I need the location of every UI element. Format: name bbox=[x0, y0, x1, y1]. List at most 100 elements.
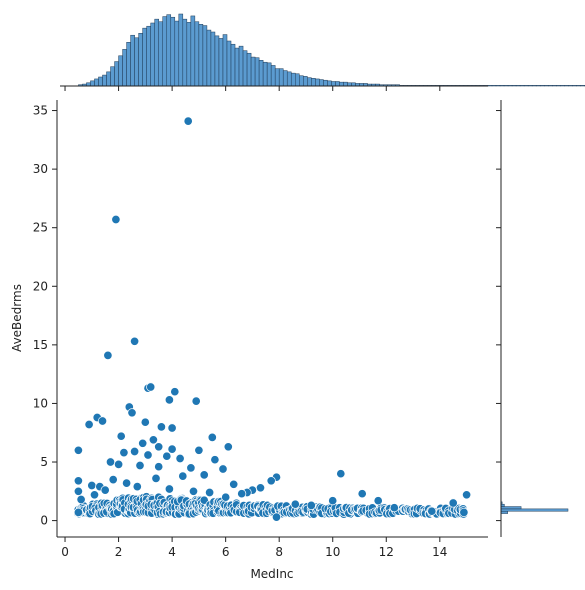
scatter-point bbox=[151, 473, 161, 483]
marginal-x-bar bbox=[331, 81, 336, 87]
marginal-y-bar bbox=[500, 508, 569, 512]
scatter-point bbox=[223, 442, 233, 452]
y-tick-label: 5 bbox=[40, 455, 48, 469]
marginal-x-bar bbox=[154, 18, 159, 87]
marginal-x-bar bbox=[206, 29, 212, 87]
y-tick-label: 0 bbox=[40, 514, 48, 528]
scatter-point bbox=[462, 490, 472, 500]
marginal-x-bar bbox=[568, 85, 573, 87]
marginal-x-bar bbox=[162, 16, 168, 87]
marginal-x-bar bbox=[531, 85, 537, 87]
marginal-x-bar bbox=[190, 15, 196, 87]
marginal-x-bar bbox=[572, 85, 577, 87]
marginal-x-bar bbox=[202, 25, 208, 87]
marginal-x-bar bbox=[560, 85, 565, 87]
marginal-x-bar bbox=[282, 70, 288, 87]
marginal-x-bar bbox=[122, 49, 127, 87]
scatter-point bbox=[164, 484, 174, 494]
scatter-point bbox=[97, 416, 108, 426]
scatter-point bbox=[229, 479, 239, 489]
marginal-x-bar bbox=[234, 47, 240, 87]
marginal-x-bar bbox=[519, 85, 525, 87]
marginal-y-ticks bbox=[496, 110, 501, 522]
marginal-x-bar bbox=[166, 14, 172, 87]
x-tick-label: 14 bbox=[432, 545, 447, 559]
marginal-x-bar bbox=[495, 85, 501, 87]
scatter-point bbox=[186, 463, 196, 473]
marginal-x-bar bbox=[178, 13, 184, 87]
marginal-x-bar bbox=[327, 80, 332, 87]
marginal-x-bar bbox=[134, 37, 139, 87]
marginal-x-bar bbox=[118, 55, 123, 87]
marginal-x-bar bbox=[339, 81, 344, 87]
marginal-x-bar bbox=[198, 24, 204, 87]
scatter-point bbox=[221, 492, 231, 502]
scatter-point bbox=[143, 450, 153, 460]
scatter-point bbox=[132, 482, 142, 492]
scatter-point bbox=[156, 422, 166, 432]
marginal-x-bar bbox=[182, 18, 188, 87]
marginal-x-bar bbox=[303, 76, 308, 87]
marginal-x-bar bbox=[556, 85, 561, 87]
marginal-x-bar bbox=[214, 35, 220, 87]
marginal-x-bar bbox=[130, 34, 135, 87]
marginal-x-bar bbox=[543, 85, 549, 87]
x-tick-label: 2 bbox=[115, 545, 123, 559]
scatter-point bbox=[167, 444, 177, 454]
scatter-point bbox=[73, 445, 83, 455]
marginal-x-bar bbox=[343, 81, 348, 87]
marginal-x-bar bbox=[274, 68, 280, 87]
y-tick-label: 20 bbox=[33, 279, 48, 293]
marginal-x-histogram bbox=[78, 13, 585, 87]
marginal-x-bar bbox=[503, 85, 509, 87]
scatter-point bbox=[154, 462, 164, 472]
scatter-point bbox=[328, 496, 338, 506]
scatter-point bbox=[266, 476, 276, 486]
marginal-x-bar bbox=[580, 85, 585, 87]
marginal-x-bar bbox=[210, 31, 216, 87]
marginal-x-ticks bbox=[64, 86, 441, 91]
marginal-x-bar bbox=[547, 85, 553, 87]
scatter-point bbox=[111, 214, 121, 225]
x-tick-label: 8 bbox=[275, 545, 283, 559]
scatter-point bbox=[357, 489, 367, 499]
marginal-x-bar bbox=[286, 71, 292, 87]
marginal-x-bar bbox=[114, 61, 119, 87]
scatter-point bbox=[205, 487, 215, 498]
marginal-x-bar bbox=[218, 38, 224, 87]
scatter-point bbox=[116, 431, 126, 441]
scatter-point bbox=[130, 446, 140, 457]
marginal-y-histogram bbox=[500, 501, 569, 514]
marginal-x-bar bbox=[170, 16, 176, 87]
marginal-x-bar bbox=[146, 25, 151, 87]
y-tick-label: 15 bbox=[33, 338, 48, 352]
scatter-point bbox=[130, 336, 140, 346]
scatter-point bbox=[84, 419, 94, 430]
marginal-x-bar bbox=[307, 77, 312, 87]
marginal-x-bar bbox=[576, 85, 581, 87]
y-tick-label: 30 bbox=[33, 162, 48, 176]
marginal-x-bar bbox=[150, 22, 155, 87]
scatter-point bbox=[73, 507, 83, 517]
scatter-point bbox=[271, 512, 282, 522]
marginal-x-bar bbox=[515, 85, 521, 87]
scatter-point bbox=[255, 483, 266, 493]
marginal-x-bar bbox=[290, 72, 296, 87]
marginal-x-bar bbox=[158, 21, 163, 87]
marginal-x-bar bbox=[552, 85, 557, 87]
marginal-x-bar bbox=[226, 40, 232, 87]
scatter-point bbox=[290, 499, 300, 509]
x-tick-label: 10 bbox=[325, 545, 340, 559]
y-tick-label: 25 bbox=[33, 221, 48, 235]
marginal-x-bar bbox=[311, 78, 316, 87]
scatter-point bbox=[146, 382, 156, 392]
scatter-point bbox=[119, 448, 129, 458]
scatter-point bbox=[89, 490, 100, 500]
marginal-x-bar bbox=[238, 45, 244, 87]
scatter-point bbox=[389, 503, 399, 513]
marginal-x-bar bbox=[186, 22, 192, 87]
scatter-point bbox=[194, 445, 204, 455]
scatter-point bbox=[122, 478, 132, 488]
scatter-point bbox=[164, 395, 174, 405]
scatter-point bbox=[73, 486, 83, 496]
